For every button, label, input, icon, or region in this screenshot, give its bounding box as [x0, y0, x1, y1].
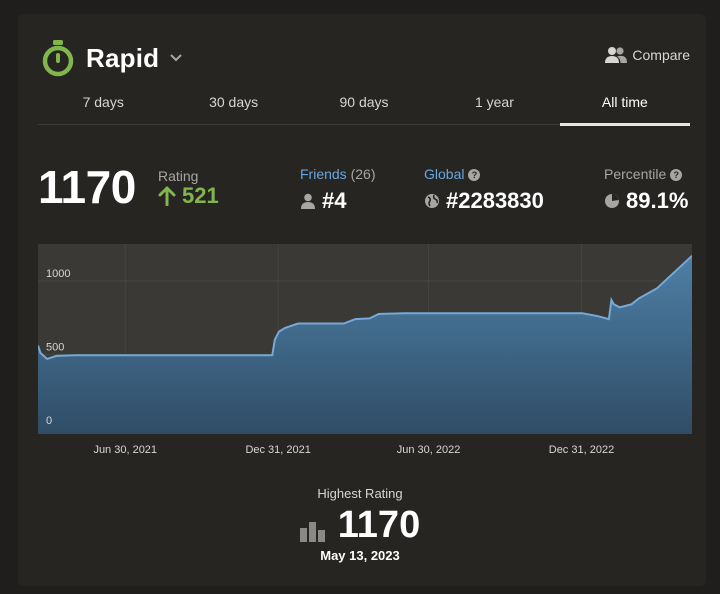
y-tick-label: 1000	[46, 268, 70, 280]
globe-icon	[425, 194, 439, 208]
x-tick-label: Jun 30, 2021	[93, 444, 158, 456]
global-stat[interactable]: Global? #2283830	[424, 166, 544, 214]
rating-label: Rating	[158, 168, 199, 184]
percentile-stat[interactable]: Percentile? 89.1%	[604, 166, 688, 214]
pie-chart-icon	[605, 194, 619, 208]
friends-count: (26)	[350, 166, 376, 182]
x-tick-label: Jun 30, 2022	[396, 444, 461, 456]
tab-90-days[interactable]: 90 days	[339, 94, 389, 110]
highest-rating-value: 1170	[337, 504, 421, 546]
friends-label: Friends	[300, 166, 347, 182]
mode-header[interactable]: Rapid	[40, 38, 183, 78]
x-tick-label: Dec 31, 2021	[245, 444, 311, 456]
highest-rating-date: May 13, 2023	[320, 548, 400, 563]
percentile-label: Percentile	[604, 166, 667, 182]
rating-history-chart[interactable]: 1000 500 0	[38, 244, 692, 434]
tab-30-days[interactable]: 30 days	[209, 94, 259, 110]
x-axis-labels: Jun 30, 2021 Dec 31, 2021 Jun 30, 2022 Dec …	[38, 444, 692, 460]
global-label: Global	[424, 166, 465, 182]
rating-chart-svg: 1000 500 0	[38, 244, 692, 434]
rating-line	[38, 255, 692, 361]
tab-1-year[interactable]: 1 year	[474, 94, 514, 110]
chevron-down-icon[interactable]	[169, 53, 183, 63]
y-tick-label: 0	[46, 415, 52, 427]
user-icon	[301, 193, 315, 209]
highest-rating: 1170	[0, 504, 720, 547]
tab-all-time[interactable]: All time	[559, 86, 691, 126]
percentile-value: 89.1%	[626, 188, 689, 213]
compare-label: Compare	[632, 47, 690, 63]
rating-change: 521	[158, 183, 219, 209]
bar-chart-icon	[299, 521, 325, 542]
help-icon[interactable]: ?	[468, 169, 481, 181]
compare-button[interactable]: Compare	[605, 46, 690, 64]
highest-rating-label: Highest Rating	[317, 486, 403, 501]
rating-change-value: 521	[182, 183, 219, 208]
friends-rank: #4	[322, 188, 347, 213]
stopwatch-icon	[42, 40, 74, 77]
time-range-tabs: 7 days 30 days 90 days 1 year All time	[38, 86, 691, 126]
current-rating: 1170	[38, 161, 136, 213]
arrow-up-icon	[158, 186, 176, 206]
tab-7-days[interactable]: 7 days	[82, 94, 124, 110]
y-tick-label: 500	[46, 341, 64, 353]
users-icon	[605, 47, 628, 63]
mode-title: Rapid	[86, 42, 160, 73]
x-tick-label: Dec 31, 2022	[548, 444, 615, 456]
rating-area	[38, 255, 692, 434]
help-icon[interactable]: ?	[670, 169, 683, 181]
global-rank: #2283830	[446, 188, 544, 213]
friends-stat[interactable]: Friends (26) #4	[300, 166, 375, 214]
